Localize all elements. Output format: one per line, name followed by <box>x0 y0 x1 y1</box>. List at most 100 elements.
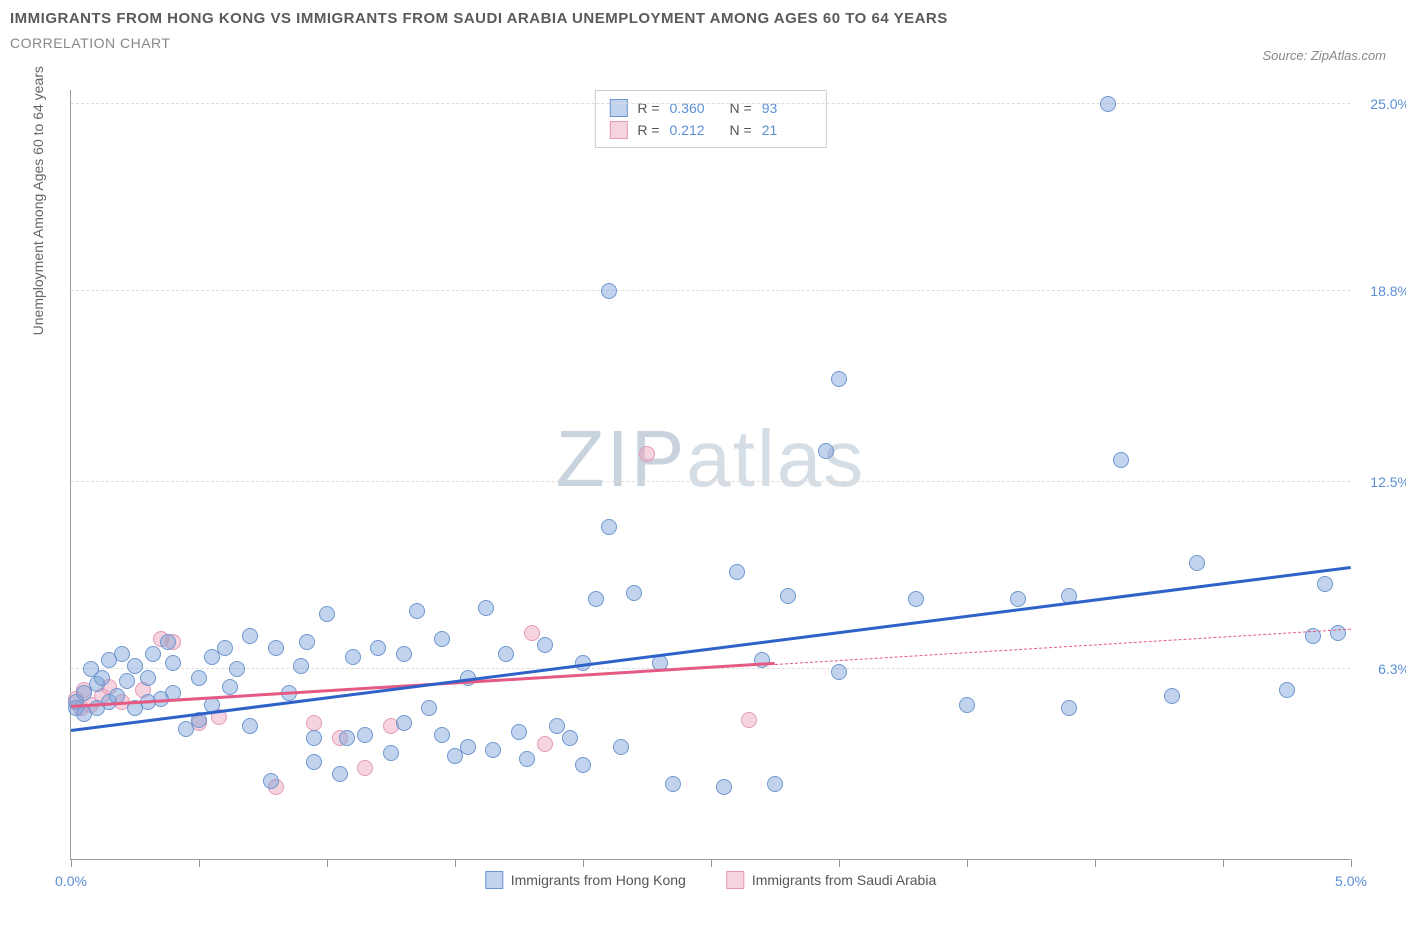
y-axis-label: Unemployment Among Ages 60 to 64 years <box>30 66 46 335</box>
x-tick <box>839 859 840 867</box>
scatter-point-a <box>409 603 425 619</box>
scatter-point-a <box>242 628 258 644</box>
grid-line <box>71 290 1350 291</box>
scatter-point-a <box>191 670 207 686</box>
scatter-point-a <box>263 773 279 789</box>
y-tick-label: 6.3% <box>1355 661 1406 677</box>
scatter-point-b <box>524 625 540 641</box>
scatter-point-a <box>339 730 355 746</box>
scatter-point-a <box>1279 682 1295 698</box>
scatter-point-a <box>1164 688 1180 704</box>
scatter-point-a <box>383 745 399 761</box>
chart-subtitle: CORRELATION CHART <box>10 35 1396 51</box>
legend-label: Immigrants from Saudi Arabia <box>752 872 936 888</box>
scatter-point-b <box>306 715 322 731</box>
scatter-point-a <box>145 646 161 662</box>
trend-line-b-dash <box>775 629 1351 665</box>
scatter-point-a <box>818 443 834 459</box>
scatter-point-a <box>1330 625 1346 641</box>
scatter-point-b <box>357 760 373 776</box>
x-tick <box>711 859 712 867</box>
scatter-point-a <box>767 776 783 792</box>
legend-label: Immigrants from Hong Kong <box>511 872 686 888</box>
scatter-point-a <box>127 658 143 674</box>
scatter-point-a <box>229 661 245 677</box>
scatter-point-a <box>222 679 238 695</box>
scatter-point-a <box>434 727 450 743</box>
watermark: ZIPatlas <box>556 413 865 505</box>
swatch-series-a <box>609 99 627 117</box>
scatter-point-a <box>511 724 527 740</box>
scatter-point-a <box>478 600 494 616</box>
scatter-point-a <box>575 757 591 773</box>
scatter-point-b <box>741 712 757 728</box>
x-tick <box>71 859 72 867</box>
scatter-point-a <box>421 700 437 716</box>
x-tick <box>1095 859 1096 867</box>
plot-area: ZIPatlas R = 0.360 N = 93 R = 0.212 N = … <box>70 90 1350 860</box>
scatter-point-a <box>537 637 553 653</box>
scatter-point-a <box>460 739 476 755</box>
scatter-point-a <box>498 646 514 662</box>
scatter-point-a <box>1317 576 1333 592</box>
stats-row: R = 0.212 N = 21 <box>609 119 811 141</box>
grid-line <box>71 103 1350 104</box>
scatter-point-a <box>332 766 348 782</box>
scatter-point-a <box>485 742 501 758</box>
scatter-point-a <box>716 779 732 795</box>
scatter-point-a <box>665 776 681 792</box>
swatch-series-a <box>485 871 503 889</box>
scatter-point-a <box>434 631 450 647</box>
scatter-point-a <box>601 283 617 299</box>
x-tick <box>327 859 328 867</box>
stats-row: R = 0.360 N = 93 <box>609 97 811 119</box>
y-tick-label: 18.8% <box>1355 283 1406 299</box>
scatter-point-a <box>160 634 176 650</box>
scatter-point-a <box>601 519 617 535</box>
scatter-point-a <box>370 640 386 656</box>
trend-line-a <box>71 566 1351 732</box>
stat-n-b: 21 <box>762 122 812 138</box>
swatch-series-b <box>609 121 627 139</box>
scatter-point-a <box>357 727 373 743</box>
scatter-point-a <box>1061 700 1077 716</box>
scatter-point-a <box>588 591 604 607</box>
scatter-point-a <box>562 730 578 746</box>
x-tick <box>1351 859 1352 867</box>
scatter-point-a <box>780 588 796 604</box>
x-tick-label: 5.0% <box>1335 873 1367 889</box>
scatter-point-a <box>831 371 847 387</box>
scatter-point-a <box>299 634 315 650</box>
scatter-point-a <box>217 640 233 656</box>
chart-title: IMMIGRANTS FROM HONG KONG VS IMMIGRANTS … <box>10 10 1396 27</box>
legend-item: Immigrants from Hong Kong <box>485 871 686 889</box>
scatter-point-a <box>319 606 335 622</box>
scatter-point-a <box>396 715 412 731</box>
correlation-chart: IMMIGRANTS FROM HONG KONG VS IMMIGRANTS … <box>10 10 1396 920</box>
scatter-point-a <box>613 739 629 755</box>
scatter-point-a <box>94 670 110 686</box>
scatter-point-a <box>268 640 284 656</box>
x-tick <box>199 859 200 867</box>
stats-legend: R = 0.360 N = 93 R = 0.212 N = 21 <box>594 90 826 148</box>
x-tick <box>1223 859 1224 867</box>
scatter-point-a <box>1100 96 1116 112</box>
x-tick <box>455 859 456 867</box>
scatter-point-a <box>519 751 535 767</box>
x-tick <box>583 859 584 867</box>
scatter-point-b <box>537 736 553 752</box>
scatter-point-a <box>729 564 745 580</box>
y-tick-label: 25.0% <box>1355 96 1406 112</box>
scatter-point-a <box>1113 452 1129 468</box>
scatter-point-a <box>908 591 924 607</box>
scatter-point-a <box>396 646 412 662</box>
scatter-point-a <box>1010 591 1026 607</box>
swatch-series-b <box>726 871 744 889</box>
x-tick-label: 0.0% <box>55 873 87 889</box>
scatter-point-a <box>242 718 258 734</box>
scatter-point-a <box>345 649 361 665</box>
source-label: Source: ZipAtlas.com <box>1262 48 1386 63</box>
scatter-point-a <box>959 697 975 713</box>
scatter-point-b <box>639 446 655 462</box>
stat-r-b: 0.212 <box>670 122 720 138</box>
